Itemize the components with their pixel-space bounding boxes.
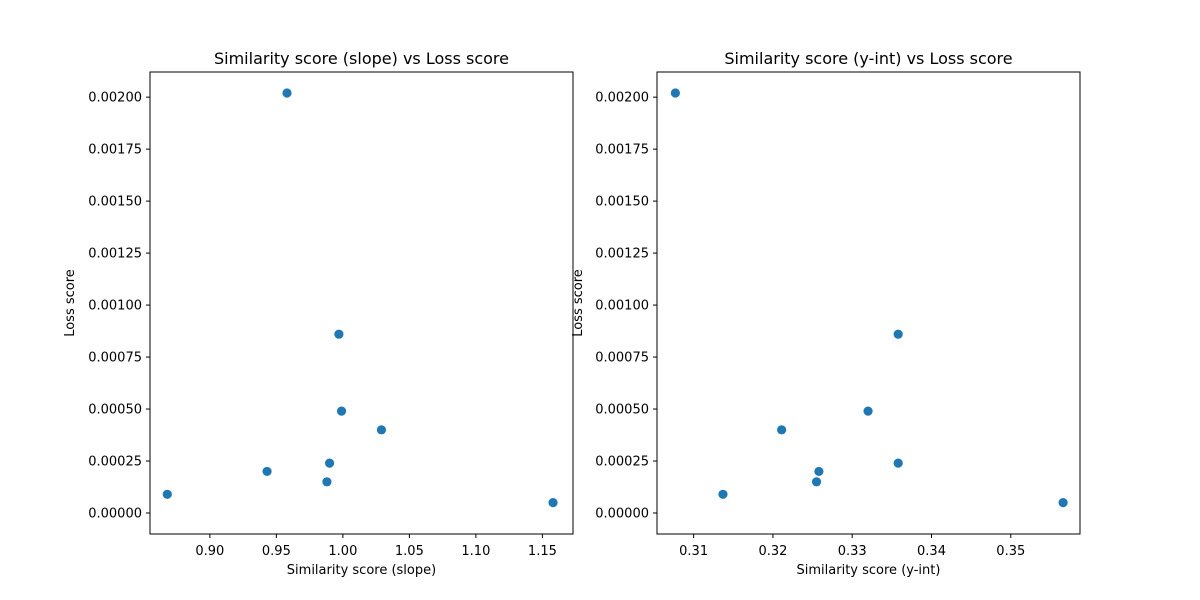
data-point	[324, 458, 335, 468]
y-tick-label: 0.00125	[88, 247, 142, 262]
data-point	[376, 425, 387, 435]
x-axis-label: Similarity score (y-int)	[797, 563, 941, 578]
data-point	[322, 477, 332, 487]
y-tick-label: 0.00200	[595, 91, 649, 106]
scatter-points	[162, 88, 558, 508]
x-tick-label: 0.33	[838, 544, 867, 559]
data-point	[893, 458, 903, 468]
x-tick-label: 0.95	[262, 544, 291, 559]
y-tick-label: 0.00075	[88, 351, 142, 366]
x-ticks: 0.31 0.32 0.33 0.34 0.35	[679, 534, 1025, 559]
data-point	[262, 466, 272, 477]
data-point	[548, 498, 558, 508]
data-point	[162, 489, 172, 499]
x-tick-label: 0.31	[679, 544, 708, 559]
y-tick-label: 0.00125	[595, 247, 649, 262]
y-tick-label: 0.00000	[88, 507, 142, 522]
x-tick-label: 1.05	[395, 544, 424, 559]
x-tick-label: 0.32	[758, 544, 787, 559]
y-tick-label: 0.00100	[595, 299, 649, 314]
y-axis-label: Loss score	[63, 269, 78, 337]
x-tick-label: 1.10	[461, 544, 490, 559]
data-point	[863, 406, 873, 416]
y-tick-label: 0.00050	[88, 403, 142, 418]
x-axis-label: Similarity score (slope)	[287, 563, 436, 578]
data-point	[814, 466, 824, 477]
data-point	[777, 425, 787, 435]
data-point	[336, 406, 347, 416]
x-tick-label: 1.00	[328, 544, 357, 559]
y-tick-label: 0.00050	[595, 403, 649, 418]
y-tick-label: 0.00150	[88, 195, 142, 210]
data-point	[670, 88, 680, 98]
subplot-y-int: Similarity score (y-int) vs Loss score 0…	[571, 49, 1081, 578]
data-point	[334, 329, 344, 339]
y-tick-label: 0.00175	[595, 143, 649, 158]
y-tick-label: 0.00000	[595, 507, 649, 522]
y-tick-label: 0.00200	[88, 91, 142, 106]
x-tick-label: 0.35	[996, 544, 1025, 559]
y-ticks: 0.00000 0.00025 0.00050 0.00075 0.00100 0.001…	[88, 91, 150, 522]
chart-title: Similarity score (y-int) vs Loss score	[724, 49, 1012, 68]
y-tick-label: 0.00025	[88, 455, 142, 470]
x-tick-label: 1.15	[528, 544, 557, 559]
scatter-points	[670, 88, 1068, 508]
chart-title: Similarity score (slope) vs Loss score	[214, 49, 509, 68]
plot-frame	[656, 71, 1081, 535]
y-tick-label: 0.00150	[595, 195, 649, 210]
y-axis-label: Loss score	[571, 269, 586, 337]
data-point	[718, 489, 728, 499]
y-tick-label: 0.00100	[88, 299, 142, 314]
y-ticks: 0.00000 0.00025 0.00050 0.00075 0.00100 0.001…	[595, 91, 657, 522]
data-point	[893, 329, 903, 339]
y-tick-label: 0.00175	[88, 143, 142, 158]
data-point	[811, 477, 822, 487]
plot-frame	[149, 71, 574, 535]
y-tick-label: 0.00025	[595, 455, 649, 470]
data-point	[282, 88, 292, 98]
x-tick-label: 0.34	[917, 544, 946, 559]
data-point	[1058, 498, 1068, 508]
x-tick-label: 0.90	[195, 544, 224, 559]
subplot-slope: Similarity score (slope) vs Loss score 0…	[63, 49, 574, 578]
x-ticks: 0.90 0.95 1.00 1.05 1.10 1.15	[195, 534, 557, 559]
y-tick-label: 0.00075	[595, 351, 649, 366]
